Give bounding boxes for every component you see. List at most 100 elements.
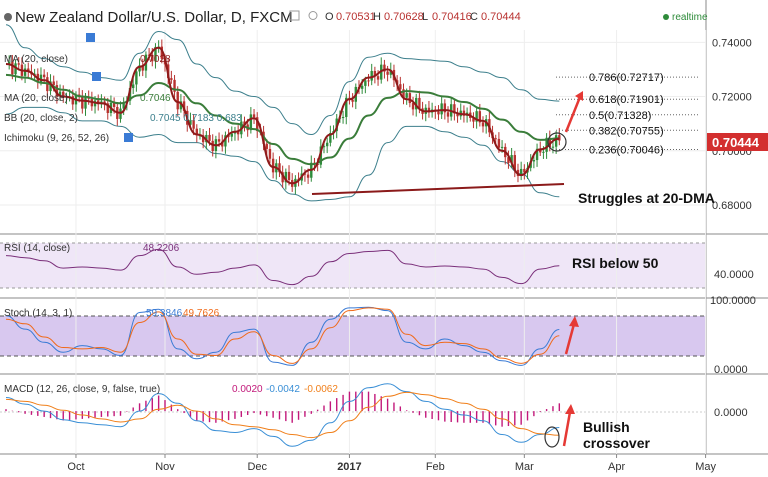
- candle-body: [49, 81, 52, 92]
- candle-body: [453, 104, 456, 114]
- candle-body: [195, 128, 198, 136]
- candle-body: [351, 99, 354, 102]
- highlight-circle-macd: [544, 426, 560, 448]
- price-axis-label: 0.72000: [712, 92, 752, 104]
- candle-body: [462, 110, 466, 116]
- highlight-circle-price: [547, 132, 567, 152]
- chart-title: New Zealand Dollar/U.S. Dollar, D, FXCM: [15, 9, 293, 26]
- candle-body: [173, 79, 176, 92]
- candle-body: [440, 103, 443, 115]
- candle-body: [265, 143, 268, 149]
- candle-body: [154, 46, 157, 62]
- candle-body: [478, 111, 482, 123]
- indicator-ma-2-value: 0.7046: [140, 93, 171, 104]
- candle-body: [411, 103, 415, 110]
- rsi-band: [0, 243, 706, 288]
- candle-body: [39, 74, 43, 83]
- candle-body: [256, 117, 259, 132]
- candle-body: [364, 80, 367, 86]
- stoch-plot: [5, 306, 560, 366]
- price-plot: [5, 24, 561, 202]
- stoch-pane-label[interactable]: Stoch (14, 3, 1): [4, 308, 72, 319]
- indicator-ma-2-label[interactable]: MA (20, close): [4, 93, 68, 104]
- x-tick-label: Apr: [608, 461, 625, 473]
- rsi-pane-label[interactable]: RSI (14, close): [4, 243, 70, 254]
- indicator-ichimoku-label[interactable]: Ichimoku (9, 26, 52, 26): [4, 133, 109, 144]
- candle-body: [208, 134, 211, 141]
- last-price-badge: [707, 133, 768, 151]
- ma-fast-line: [5, 46, 560, 185]
- candle-body: [551, 146, 555, 148]
- candle-body: [230, 133, 233, 137]
- annotation-20dma: Struggles at 20-DMA: [578, 190, 715, 206]
- candle-body: [535, 148, 539, 161]
- legend-eye-icon[interactable]: [124, 133, 133, 142]
- indicator-bb-label[interactable]: BB (20, close, 2): [4, 113, 78, 124]
- fib-level-label: 0.5(0.71328): [589, 110, 651, 122]
- candle-body: [221, 141, 224, 147]
- fib-level-label: 0.786(0.72717): [589, 72, 664, 84]
- rsi-line: [5, 248, 560, 286]
- candle-body: [386, 71, 389, 75]
- candle-body: [42, 74, 46, 78]
- candle-body: [548, 137, 551, 148]
- candle-body: [287, 171, 291, 181]
- candle-body: [192, 119, 195, 129]
- candle-body: [27, 68, 30, 72]
- price-axis-label: 0.68000: [712, 200, 752, 212]
- macd-pane-label[interactable]: MACD (12, 26, close, 9, false, true): [4, 384, 160, 395]
- candle-body: [500, 146, 504, 148]
- legend-eye-icon[interactable]: [92, 72, 101, 81]
- x-tick-label: Dec: [247, 461, 267, 473]
- candle-body: [176, 91, 179, 110]
- ma20-line: [5, 73, 560, 166]
- candle-body: [141, 65, 144, 71]
- candle-body: [243, 121, 246, 125]
- ohlc-l-label: L: [422, 11, 428, 23]
- arrow-macd: [562, 404, 575, 447]
- candle-body: [71, 96, 74, 105]
- settings-icon[interactable]: [289, 10, 300, 21]
- candle-body: [17, 63, 20, 65]
- candle-body: [370, 70, 373, 81]
- arrow-fib: [564, 91, 583, 133]
- candle-body: [138, 65, 141, 72]
- candle-body: [360, 85, 364, 89]
- candle-body: [322, 146, 326, 148]
- stoch-pane-value-d: 49.7626: [183, 308, 220, 319]
- candle-body: [23, 68, 27, 76]
- legend-eye-icon[interactable]: [86, 33, 95, 42]
- candle-body: [7, 61, 11, 65]
- stoch-axis-label-bottom: 0.0000: [714, 364, 748, 376]
- indicator-ma-1-label[interactable]: MA (20, close): [4, 54, 68, 65]
- candle-body: [367, 80, 370, 82]
- candle-body: [437, 111, 440, 115]
- ohlc-l-value: 0.70416: [432, 11, 472, 23]
- candle-body: [236, 131, 240, 135]
- chevron-icon[interactable]: [4, 13, 12, 21]
- candle-body: [224, 135, 227, 147]
- candle-body: [376, 76, 380, 80]
- annotation-macd-2: crossover: [583, 435, 650, 451]
- candle-body: [532, 160, 536, 162]
- candle-body: [201, 135, 205, 143]
- candle-body: [446, 112, 450, 117]
- x-tick-label: Oct: [67, 461, 84, 473]
- indicator-bb-value: 0.7045 0.7183 0.683: [150, 113, 242, 124]
- candle-body: [52, 81, 55, 86]
- eye-icon[interactable]: [308, 11, 318, 20]
- ohlc-h-label: H: [373, 11, 381, 23]
- ohlc-o-label: O: [325, 11, 334, 23]
- candle-body: [373, 70, 377, 77]
- macd-axis-label: 0.0000: [714, 407, 748, 419]
- candle-body: [170, 78, 173, 80]
- candle-body: [84, 96, 87, 109]
- x-tick-label: 2017: [337, 461, 361, 473]
- stoch-d-line: [5, 307, 560, 364]
- candle-body: [179, 101, 183, 110]
- candle-body: [542, 151, 545, 153]
- candle-body: [132, 84, 135, 89]
- candle-body: [306, 174, 310, 178]
- candle-body: [523, 168, 526, 173]
